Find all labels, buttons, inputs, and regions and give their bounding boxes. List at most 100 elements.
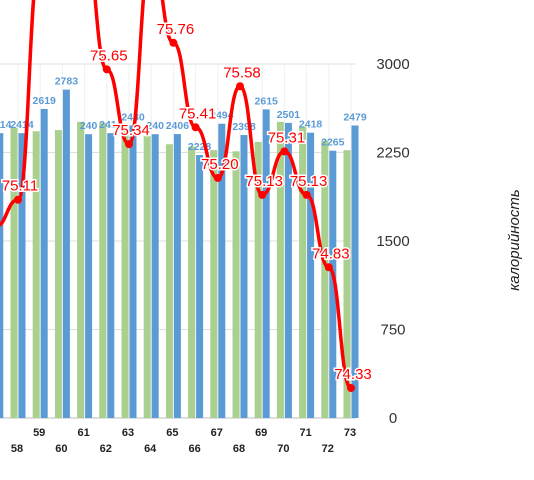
bar-blue	[196, 155, 204, 418]
x-tick-label: 62	[100, 443, 112, 455]
y-tick-label: 3000	[376, 56, 409, 73]
bar-green	[54, 130, 62, 418]
weight-point	[169, 38, 178, 47]
weight-label: 74.83	[312, 245, 350, 262]
bar-value-label: 2414	[99, 119, 123, 131]
bar-blue	[62, 89, 70, 418]
x-tick-label: 73	[344, 427, 356, 439]
bar-blue	[129, 125, 137, 419]
bar-blue	[18, 133, 26, 418]
x-tick-label: 72	[322, 443, 334, 455]
bar-blue	[107, 133, 115, 418]
bar-value-label: 2398	[232, 121, 256, 133]
y-tick-label: 1500	[376, 233, 409, 250]
x-tick-label: 65	[166, 427, 178, 439]
weight-label: 75.34	[112, 122, 150, 139]
x-tick-label: 61	[77, 427, 89, 439]
bar-green	[188, 146, 196, 418]
weight-point	[324, 263, 333, 272]
weight-point	[102, 65, 111, 74]
bar-blue	[218, 123, 226, 418]
bar-value-label: 2501	[277, 109, 301, 121]
bar-green	[299, 126, 307, 418]
weight-label: 75.20	[201, 156, 239, 173]
bar-value-label: 240	[80, 120, 98, 132]
bar-value-label: 2414	[0, 119, 12, 131]
weight-point	[347, 384, 355, 392]
bar-green	[232, 151, 240, 418]
weight-label: 75.11	[2, 178, 38, 195]
x-tick-label: 58	[11, 443, 23, 455]
weight-line	[0, 0, 353, 390]
bar-value-label: 2265	[321, 137, 345, 149]
x-tick-label: 67	[211, 427, 223, 439]
bar-blue	[351, 125, 359, 418]
grid-lines	[0, 63, 356, 419]
x-tick-label: 71	[299, 427, 311, 439]
bar-green	[99, 123, 107, 418]
x-tick-label: 69	[255, 427, 267, 439]
bar-green	[32, 131, 40, 418]
weight-point	[280, 147, 289, 156]
bar-blue	[173, 134, 181, 419]
bar-green	[321, 140, 329, 418]
bar-green	[276, 121, 284, 418]
bar-green	[10, 127, 18, 418]
weight-point	[236, 82, 244, 91]
weight-point	[213, 173, 222, 182]
x-tick-label: 59	[33, 427, 45, 439]
weight-line-group: 75.1176.176.2176.1875.6575.3476.1375.767…	[0, 0, 373, 392]
bars-group: 2414241426192783240241424802402406222824…	[0, 76, 367, 419]
bar-value-label: 2414	[10, 119, 34, 131]
bar-blue	[284, 122, 292, 418]
bar-value-label: 2783	[55, 76, 79, 88]
bar-blue	[85, 134, 93, 418]
bar-value-label: 2418	[299, 119, 323, 131]
bar-value-label: 2619	[33, 95, 57, 107]
weight-label: 75.13	[245, 173, 283, 190]
x-tick-label: 70	[277, 443, 289, 455]
weight-point	[14, 195, 22, 204]
weight-point	[258, 190, 267, 199]
bar-value-label: 2615	[255, 95, 279, 107]
bar-value-label: 2406	[166, 120, 190, 132]
weight-label: 75.41	[179, 105, 217, 122]
y-tick-label: 0	[389, 410, 397, 427]
bar-green	[254, 141, 262, 418]
bar-blue	[307, 132, 315, 418]
x-tick-label: 66	[188, 443, 200, 455]
weight-label: 75.58	[223, 64, 261, 81]
bar-green	[121, 125, 129, 419]
bar-blue	[151, 134, 159, 418]
bar-green	[343, 150, 351, 418]
bar-blue	[0, 133, 4, 418]
y-tick-label: 750	[380, 322, 405, 339]
weight-point	[191, 123, 200, 132]
y-axis-ticks: 3000 2250 1500 750 0	[376, 56, 409, 427]
weight-label: 74.33	[334, 366, 372, 383]
weight-label: 75.31	[268, 129, 306, 146]
bar-blue	[329, 150, 337, 419]
bar-green	[77, 121, 85, 418]
bar-value-label: 2480	[121, 111, 145, 123]
x-tick-label: 60	[55, 443, 67, 455]
weight-label: 75.65	[90, 47, 128, 64]
bar-green	[210, 150, 218, 418]
x-tick-label: 63	[122, 427, 134, 439]
bar-green	[143, 135, 151, 419]
weight-label: 75.76	[157, 21, 195, 38]
y-tick-label: 2250	[376, 145, 409, 162]
bar-value-label: 2479	[343, 111, 367, 123]
bar-blue	[40, 108, 48, 418]
x-tick-label: 64	[144, 443, 157, 455]
weight-point	[302, 190, 311, 199]
x-axis-ticks: 59 61 63 65 67 69 71 73 58 60 62 64 66 68 70 72	[11, 427, 356, 455]
bar-value-label: 240	[146, 120, 164, 132]
x-tick-label: 68	[233, 443, 245, 455]
weight-label: 75.13	[290, 173, 328, 190]
y-axis-title: калорийность	[506, 189, 523, 291]
weight-point	[125, 140, 133, 149]
bar-blue	[262, 109, 270, 419]
bar-green	[165, 144, 173, 419]
